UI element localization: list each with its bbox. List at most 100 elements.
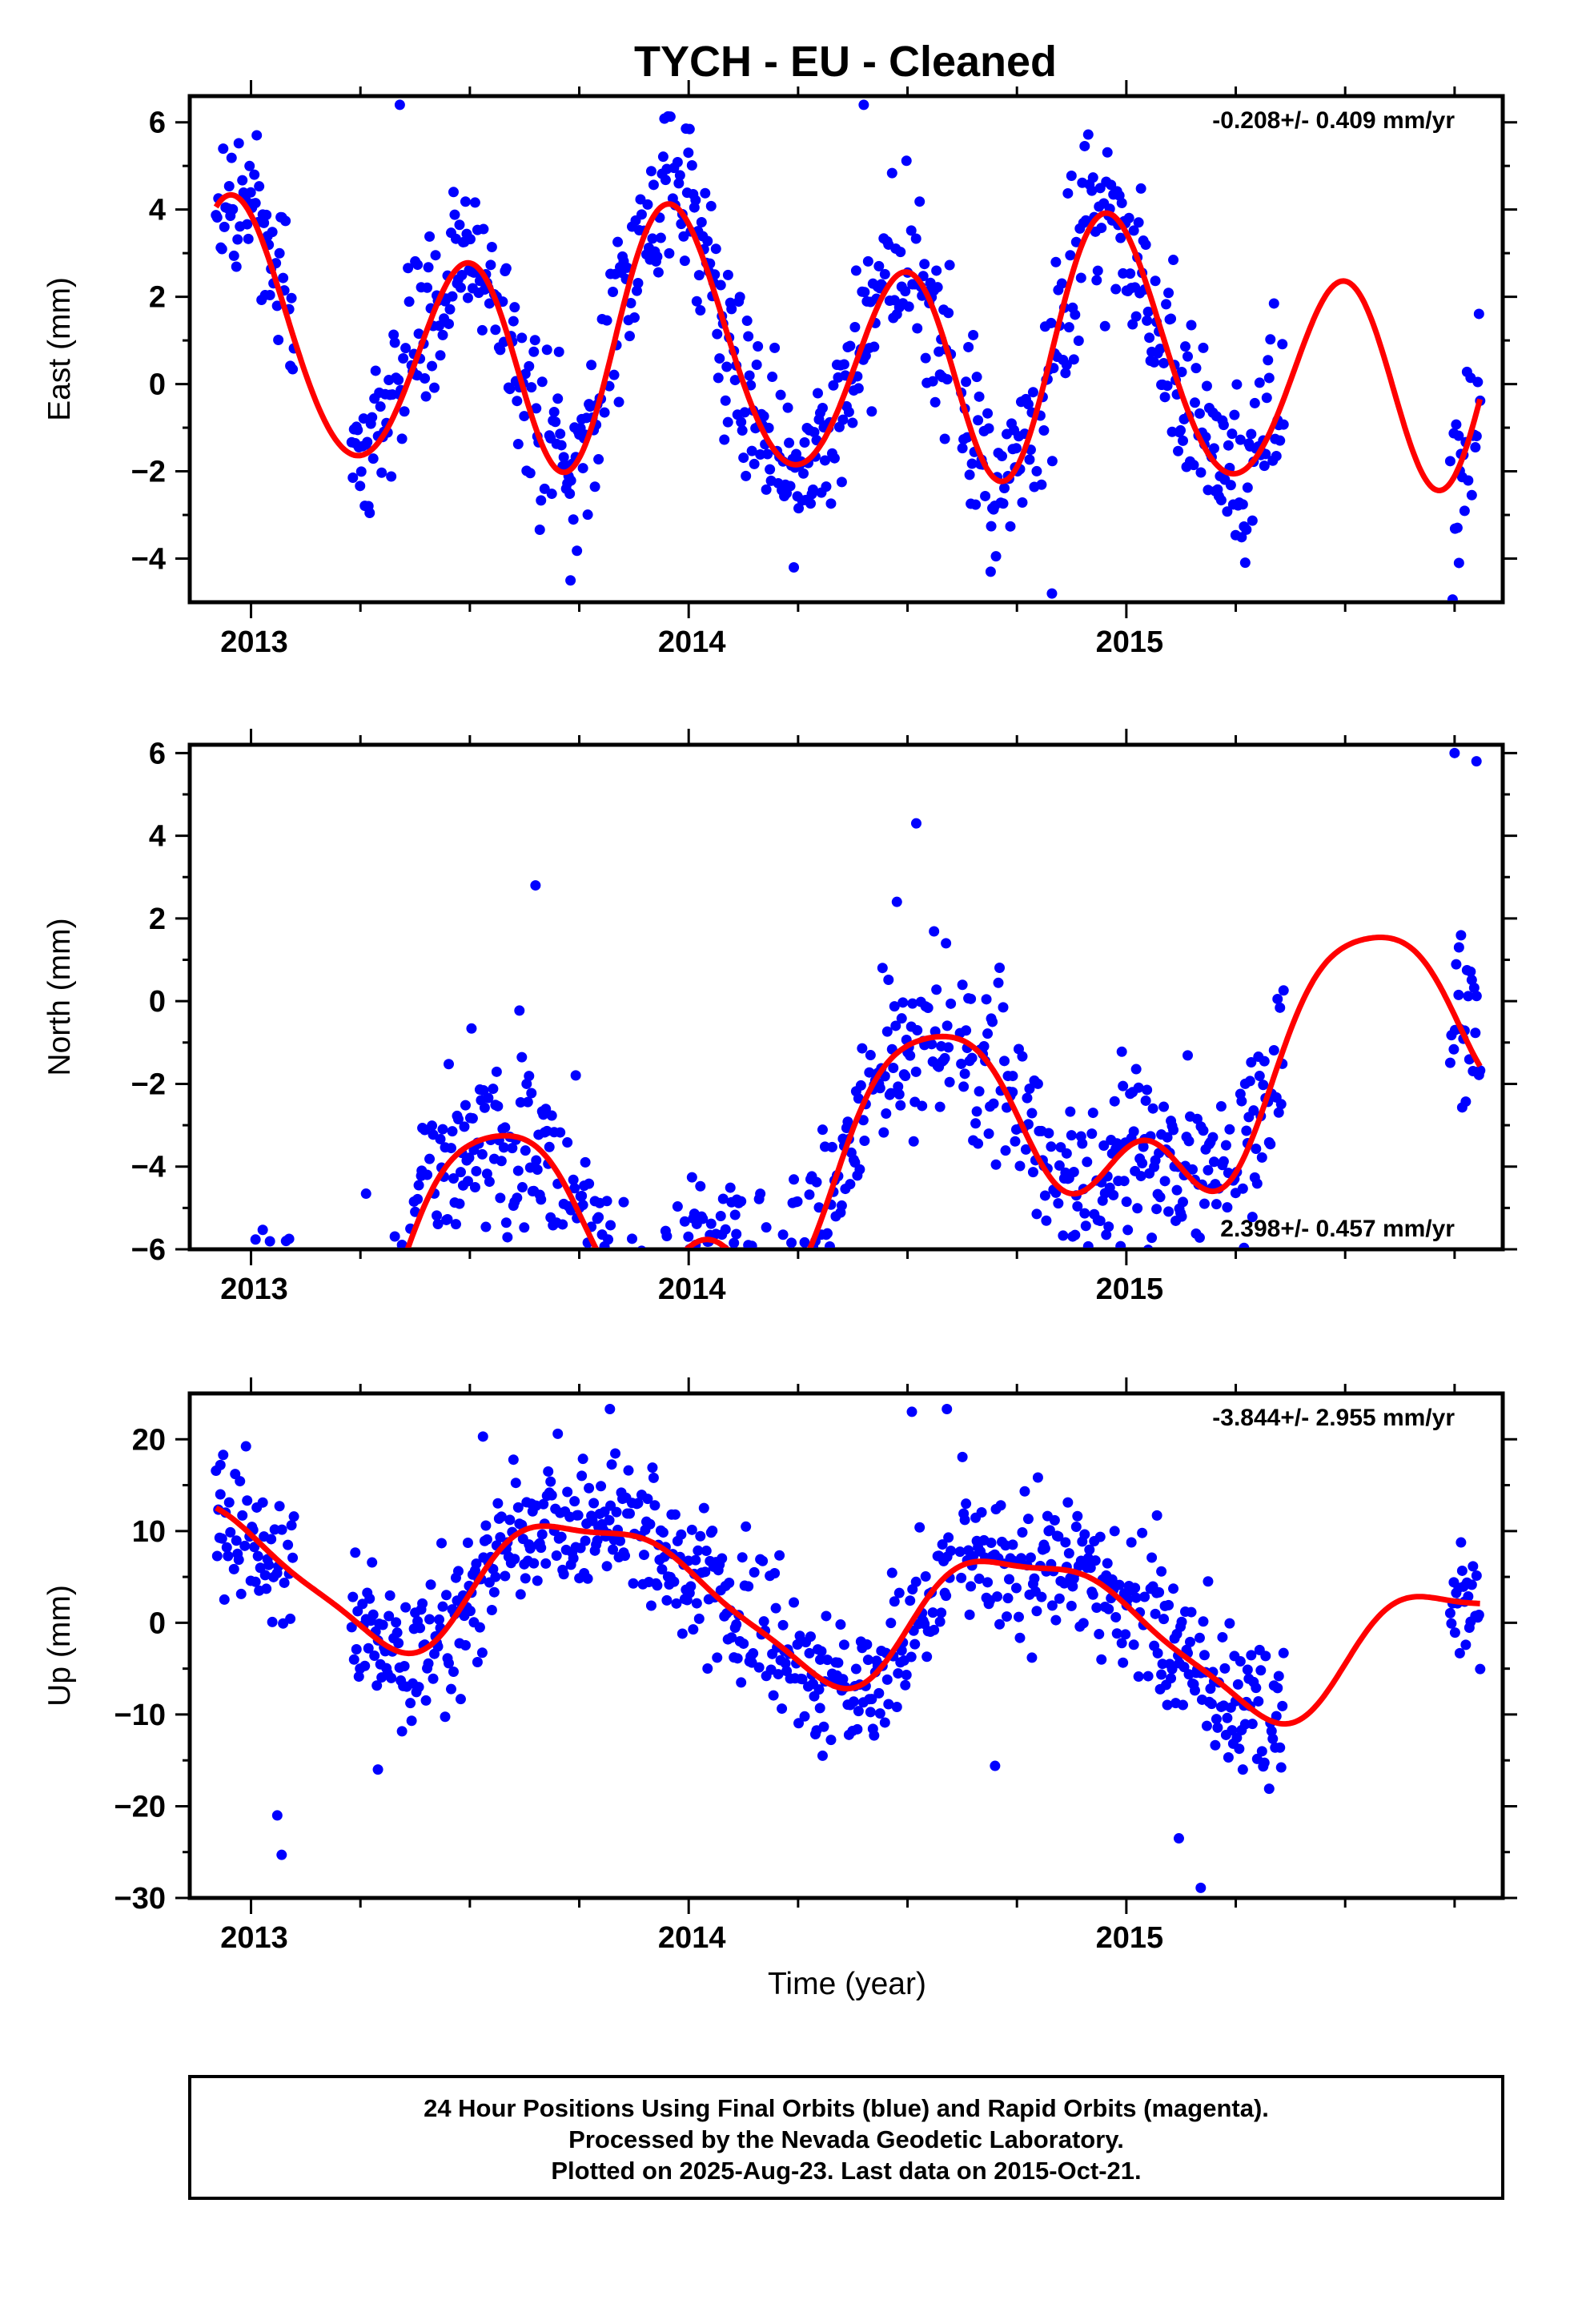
data-point — [476, 1148, 488, 1160]
data-point — [1146, 1232, 1158, 1244]
data-point — [789, 562, 800, 573]
data-point — [1247, 1212, 1258, 1223]
data-point — [905, 1651, 917, 1663]
data-point — [1047, 1263, 1058, 1273]
data-point — [1186, 1164, 1198, 1175]
data-point — [1070, 1229, 1081, 1240]
data-point — [637, 1245, 646, 1248]
data-point — [809, 1323, 819, 1333]
data-point — [1056, 278, 1067, 289]
data-point — [842, 1116, 853, 1128]
data-point — [500, 263, 512, 274]
data-point — [974, 1573, 985, 1584]
data-point — [391, 1327, 401, 1337]
data-point — [552, 1428, 564, 1439]
data-point — [1234, 1743, 1245, 1755]
data-point — [777, 1619, 789, 1630]
data-point — [267, 1616, 278, 1627]
data-point — [1159, 1176, 1170, 1187]
plot-frame — [187, 742, 1505, 1252]
data-point — [435, 350, 446, 361]
data-point — [1471, 991, 1482, 1002]
data-point — [462, 292, 473, 304]
data-point — [1109, 1526, 1120, 1537]
data-point — [931, 265, 942, 276]
data-point — [428, 1673, 439, 1684]
data-point — [823, 1255, 833, 1265]
data-point — [415, 1261, 425, 1271]
data-point — [746, 445, 757, 456]
data-point — [781, 1321, 791, 1332]
data-point — [961, 1025, 972, 1036]
data-point — [861, 1638, 873, 1650]
data-point — [1036, 479, 1047, 490]
data-point — [398, 352, 409, 364]
data-point — [1118, 1176, 1130, 1187]
data-point — [576, 1470, 588, 1482]
data-point — [596, 1481, 607, 1492]
data-point — [280, 1236, 291, 1247]
data-point — [745, 380, 757, 391]
data-point — [593, 454, 604, 465]
data-point — [1054, 1593, 1065, 1604]
data-point — [616, 1268, 627, 1278]
data-point — [377, 1619, 388, 1630]
data-point — [217, 1344, 227, 1354]
data-point — [454, 219, 465, 231]
data-point — [1108, 1189, 1119, 1200]
data-point — [375, 401, 386, 412]
y-tick-label: 0 — [149, 368, 166, 402]
data-point — [1084, 1544, 1095, 1555]
data-point — [885, 1088, 897, 1099]
data-point — [424, 1614, 436, 1625]
data-point — [1143, 1244, 1154, 1248]
data-point — [408, 1269, 418, 1279]
data-point — [350, 1547, 361, 1558]
data-point — [445, 1683, 456, 1695]
data-point — [644, 1322, 655, 1333]
data-point — [1176, 366, 1187, 377]
data-point — [396, 1239, 408, 1248]
data-point — [464, 1606, 476, 1617]
data-point — [484, 1176, 495, 1188]
data-point — [1222, 1202, 1233, 1213]
data-point — [529, 335, 540, 346]
data-point — [664, 1349, 674, 1360]
data-point — [881, 1026, 893, 1037]
data-point — [424, 231, 436, 242]
data-point — [1471, 431, 1482, 442]
data-point — [1041, 1215, 1052, 1226]
data-point — [528, 346, 540, 357]
data-point — [244, 160, 255, 171]
data-point — [472, 1656, 483, 1667]
data-point — [857, 1043, 868, 1054]
data-point — [469, 1181, 480, 1192]
data-point — [968, 329, 979, 340]
data-point — [352, 1344, 363, 1354]
data-point — [1122, 1224, 1134, 1236]
data-point — [1068, 354, 1079, 365]
data-point — [1275, 1002, 1286, 1013]
data-point — [970, 1118, 982, 1129]
data-point — [843, 406, 854, 417]
data-point — [910, 1576, 921, 1587]
data-point — [1224, 1618, 1235, 1629]
data-point — [211, 1550, 223, 1562]
data-point — [1072, 1510, 1083, 1522]
data-point — [685, 1581, 697, 1592]
data-point — [1232, 1679, 1243, 1690]
data-point — [1173, 445, 1184, 456]
data-point — [686, 159, 697, 171]
data-point — [896, 1013, 907, 1024]
data-point — [608, 1277, 618, 1288]
data-point — [762, 1341, 773, 1352]
data-point — [412, 259, 424, 271]
data-point — [1212, 1722, 1223, 1733]
x-tick-label: 2013 — [220, 625, 288, 659]
data-point — [216, 1533, 227, 1544]
data-point — [488, 1084, 499, 1095]
data-point — [1236, 1096, 1247, 1107]
data-point — [1470, 1027, 1481, 1039]
data-point — [741, 316, 753, 327]
y-tick-label: 0 — [149, 1606, 166, 1640]
